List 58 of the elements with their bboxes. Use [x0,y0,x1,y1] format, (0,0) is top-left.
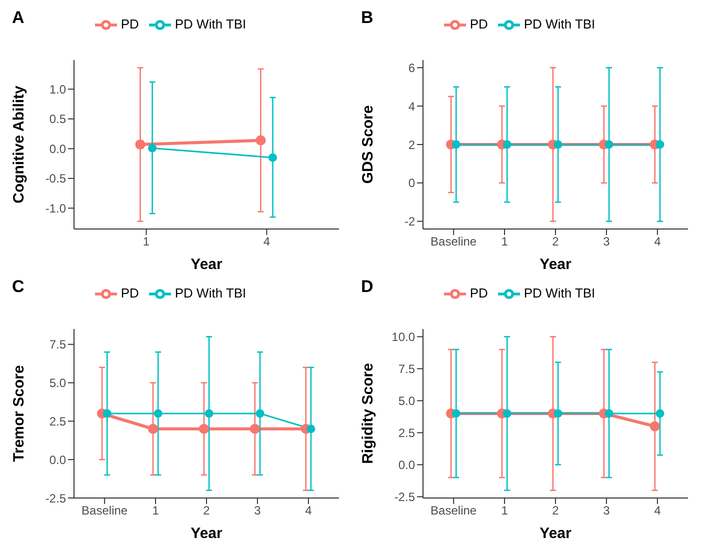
legend-label: PD [120,285,139,300]
x-tick-label: 1 [501,234,508,249]
y-axis-title: Tremor Score [10,365,28,462]
y-tick-label: 0.5 [49,112,66,126]
y-tick-label: 5.0 [49,376,66,390]
x-tick-label: 1 [501,504,508,518]
x-tick-label: Baseline [430,234,477,249]
y-tick-label: 0.0 [49,142,66,156]
x-tick-label: 1 [152,504,160,518]
y-tick-label: 5.0 [398,394,416,408]
x-tick-label: Baseline [430,504,477,518]
chart-title: C [12,277,24,297]
legend-label: PD With TBI [174,16,246,32]
x-axis-title: Year [190,256,223,273]
y-axis-title: Rigidity Score [359,363,376,464]
y-tick-label: 1.0 [49,82,66,96]
y-tick-label: 0.0 [398,458,416,472]
y-tick-label: 7.5 [49,338,66,352]
x-tick-label: 3 [603,234,610,249]
x-tick-label: 4 [263,234,270,249]
x-tick-label: 2 [552,234,560,249]
chart-title: A [12,8,24,28]
x-tick-label: 4 [654,504,662,518]
y-tick-label: 2.5 [398,426,416,440]
y-tick-label: 0 [408,176,416,190]
y-tick-label: 4 [408,99,416,114]
y-tick-label: 2.5 [49,414,66,428]
legend-label: PD [470,285,488,300]
x-tick-label: 4 [305,504,312,518]
x-tick-label: 2 [203,504,210,518]
y-tick-label: -2.5 [45,491,66,506]
y-tick-label: 6 [408,60,416,75]
chart-title: B [361,8,374,28]
y-tick-label: 7.5 [398,362,416,376]
y-tick-label: -2 [404,214,416,229]
legend-label: PD With TBI [524,16,596,32]
legend-label: PD With TBI [174,285,246,300]
y-tick-label: -1.0 [45,201,66,216]
y-tick-label: 10.0 [392,330,416,344]
y-axis-title: GDS Score [359,105,376,184]
x-tick-label: Baseline [82,504,128,518]
chart-title: D [361,277,374,297]
legend-label: PD [120,16,139,32]
x-axis-title: Year [190,525,223,542]
y-axis-title: Cognitive Ability [10,84,28,204]
x-axis-title: Year [540,256,572,273]
x-tick-label: 2 [552,504,560,518]
x-tick-label: 1 [142,234,150,249]
y-tick-label: 0.0 [49,452,66,467]
legend-label: PD With TBI [524,285,596,300]
y-tick-label: 2 [408,138,416,152]
x-axis-title: Year [540,525,572,542]
legend-label: PD [470,16,488,32]
x-tick-label: 4 [654,234,662,249]
x-tick-label: 3 [603,504,610,518]
x-tick-label: 3 [254,504,262,518]
y-tick-label: -2.5 [394,490,416,504]
y-tick-label: -0.5 [45,172,66,186]
